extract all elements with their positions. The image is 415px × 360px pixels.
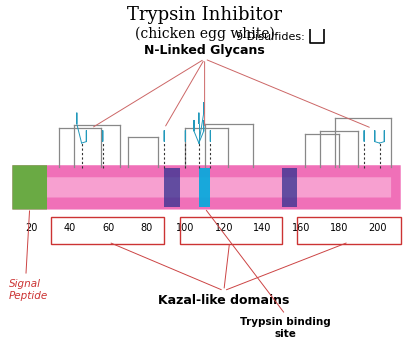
Text: 140: 140 [253,223,271,233]
Bar [281,168,297,207]
FancyBboxPatch shape [22,177,391,198]
Text: Trypsin Inhibitor: Trypsin Inhibitor [127,6,282,24]
FancyBboxPatch shape [12,165,47,210]
Text: 60: 60 [103,223,115,233]
Bar [164,168,180,207]
Text: N-Linked Glycans: N-Linked Glycans [144,44,265,57]
FancyBboxPatch shape [12,165,401,210]
Text: 120: 120 [215,223,233,233]
Text: Trypsin binding
site: Trypsin binding site [240,318,331,339]
Text: Signal
Peptide: Signal Peptide [9,279,48,301]
Text: 180: 180 [330,223,348,233]
Text: 40: 40 [64,223,76,233]
Text: 160: 160 [292,223,310,233]
Bar [199,168,210,207]
Text: 200: 200 [369,223,387,233]
Text: (chicken egg white): (chicken egg white) [135,26,275,41]
Text: 9 Disulfides:: 9 Disulfides: [236,32,305,42]
Text: 80: 80 [141,223,153,233]
Text: 100: 100 [176,223,195,233]
Text: Kazal-like domains: Kazal-like domains [158,294,290,307]
Text: 20: 20 [25,223,38,233]
